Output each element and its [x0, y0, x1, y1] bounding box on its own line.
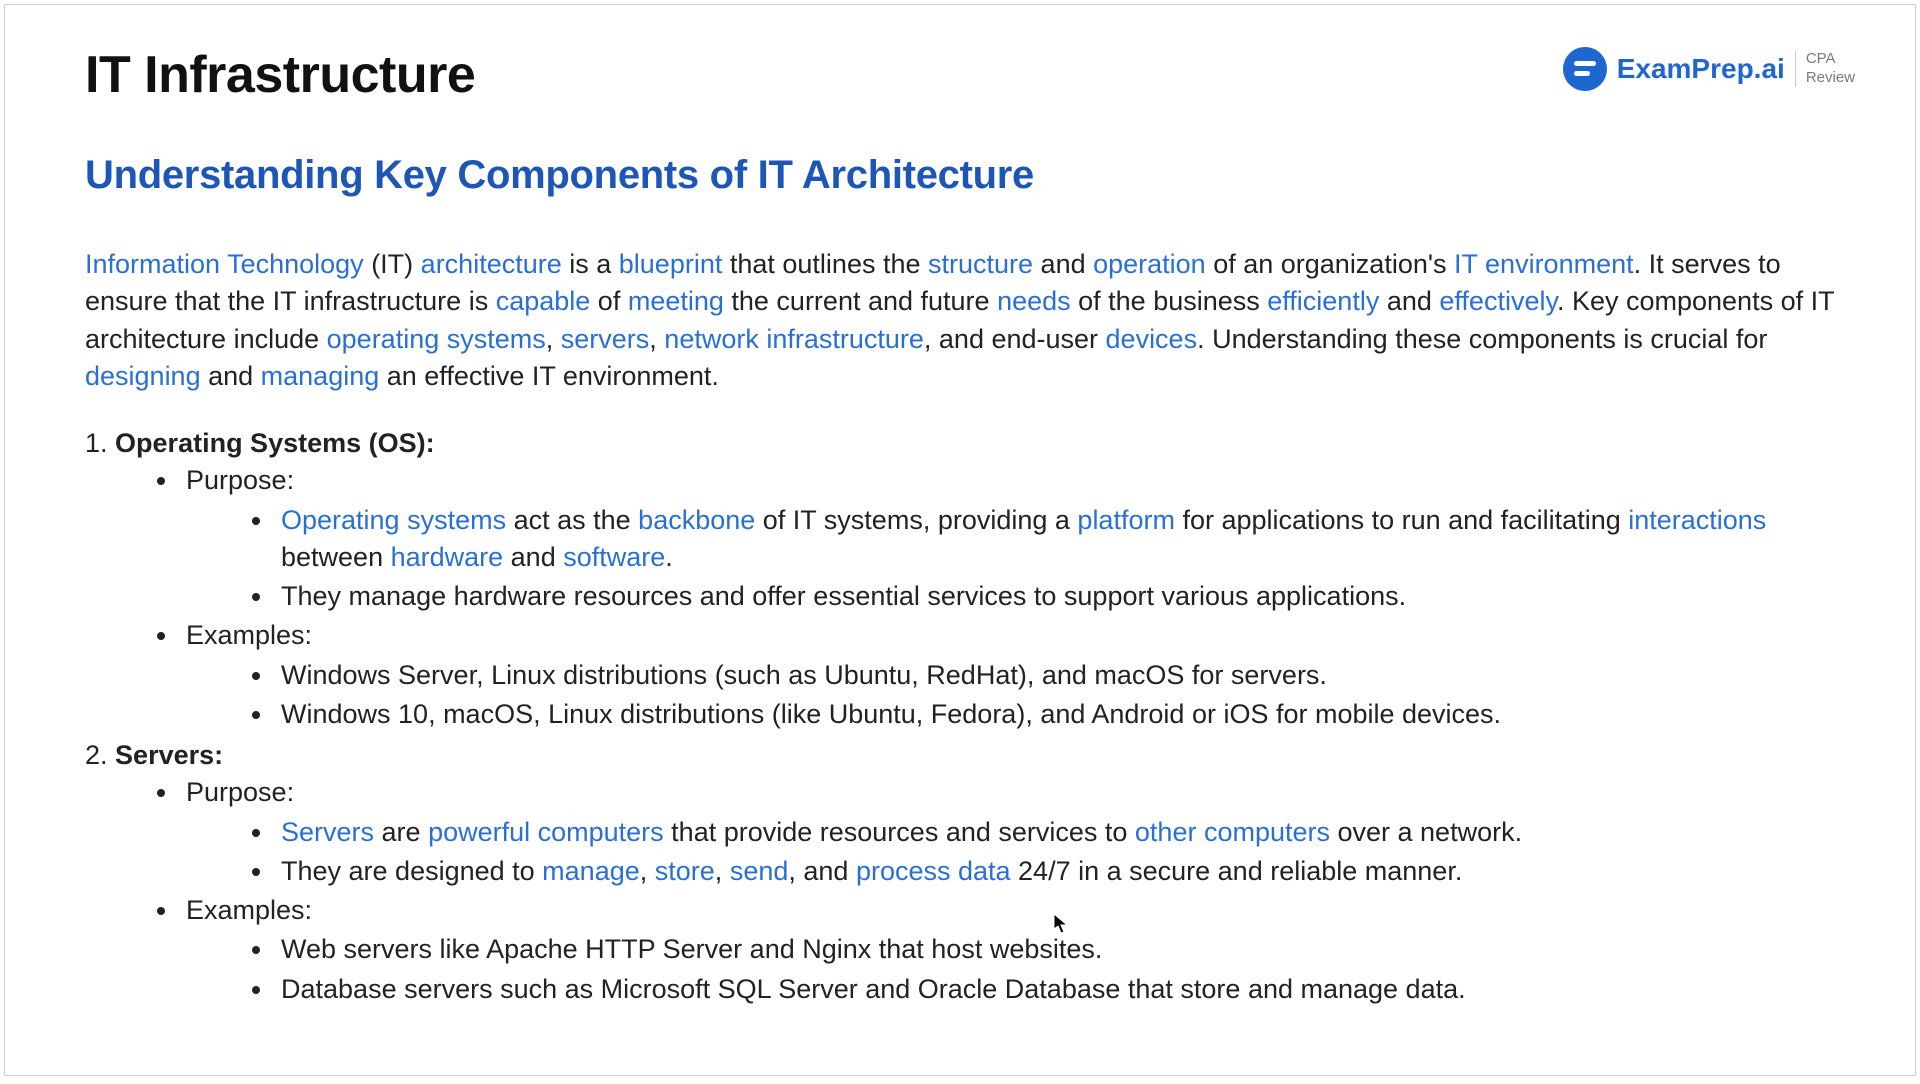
- logo-divider: [1795, 51, 1796, 87]
- body-text: and: [201, 361, 261, 391]
- item-list: Web servers like Apache HTTP Server and …: [275, 931, 1835, 1008]
- section-subtitle: Understanding Key Components of IT Archi…: [85, 153, 1835, 198]
- section-item: Servers:Purpose:Servers are powerful com…: [85, 737, 1835, 1008]
- highlight-term: manage: [542, 856, 640, 886]
- highlight-term: network infrastructure: [664, 324, 924, 354]
- body-text: Windows Server, Linux distributions (suc…: [281, 660, 1327, 690]
- highlight-term: other computers: [1135, 817, 1330, 847]
- body-text: . Understanding these components is cruc…: [1197, 324, 1767, 354]
- highlight-term: meeting: [628, 286, 724, 316]
- highlight-term: blueprint: [619, 249, 723, 279]
- list-item: Servers are powerful computers that prov…: [275, 814, 1835, 851]
- highlight-term: powerful computers: [428, 817, 664, 847]
- body-text: , and: [788, 856, 856, 886]
- highlight-term: operation: [1093, 249, 1206, 279]
- list-item: Windows Server, Linux distributions (suc…: [275, 657, 1835, 694]
- body-text: ,: [546, 324, 561, 354]
- body-text: ,: [649, 324, 664, 354]
- body-text: ,: [715, 856, 730, 886]
- body-text: of IT systems, providing a: [755, 505, 1077, 535]
- group-list: Purpose:: [180, 462, 1835, 499]
- body-text: They are designed to: [281, 856, 542, 886]
- brand-logo-icon: [1563, 47, 1607, 91]
- highlight-term: devices: [1106, 324, 1198, 354]
- highlight-term: servers: [561, 324, 650, 354]
- body-text: between: [281, 542, 391, 572]
- body-text: ,: [640, 856, 655, 886]
- body-text: and: [503, 542, 563, 572]
- highlight-term: Servers: [281, 817, 374, 847]
- content-sections: Operating Systems (OS):Purpose:Operating…: [85, 425, 1835, 1008]
- body-text: of an organization's: [1206, 249, 1454, 279]
- body-text: are: [374, 817, 428, 847]
- brand-sub-line2: Review: [1806, 69, 1855, 88]
- list-item: Windows 10, macOS, Linux distributions (…: [275, 696, 1835, 733]
- list-item: They are designed to manage, store, send…: [275, 853, 1835, 890]
- highlight-term: designing: [85, 361, 201, 391]
- body-text: for applications to run and facilitating: [1175, 505, 1628, 535]
- group-label: Examples:: [180, 892, 1835, 929]
- highlight-term: architecture: [421, 249, 562, 279]
- body-text: , and end-user: [924, 324, 1106, 354]
- list-item: They manage hardware resources and offer…: [275, 578, 1835, 615]
- brand-sub-line1: CPA: [1806, 50, 1855, 69]
- body-text: 24/7 in a secure and reliable manner.: [1011, 856, 1463, 886]
- body-text: the current and future: [724, 286, 997, 316]
- body-text: of the business: [1071, 286, 1268, 316]
- brand-name: ExamPrep.ai: [1617, 53, 1785, 85]
- group-list: Examples:: [180, 617, 1835, 654]
- body-text: and: [1033, 249, 1093, 279]
- highlight-term: process data: [856, 856, 1011, 886]
- highlight-term: needs: [997, 286, 1071, 316]
- body-text: that provide resources and services to: [664, 817, 1135, 847]
- body-text: (IT): [364, 249, 421, 279]
- list-item: Web servers like Apache HTTP Server and …: [275, 931, 1835, 968]
- body-text: that outlines the: [722, 249, 928, 279]
- highlight-term: hardware: [391, 542, 504, 572]
- body-text: of: [590, 286, 628, 316]
- highlight-term: structure: [928, 249, 1033, 279]
- highlight-term: backbone: [638, 505, 755, 535]
- body-text: Windows 10, macOS, Linux distributions (…: [281, 699, 1501, 729]
- section-heading: Operating Systems (OS):: [85, 428, 435, 458]
- body-text: Web servers like Apache HTTP Server and …: [281, 934, 1102, 964]
- item-list: Windows Server, Linux distributions (suc…: [275, 657, 1835, 734]
- highlight-term: managing: [261, 361, 380, 391]
- body-text: act as the: [506, 505, 638, 535]
- section-heading: Servers:: [85, 740, 223, 770]
- group-label: Examples:: [180, 617, 1835, 654]
- group-list: Purpose:: [180, 774, 1835, 811]
- body-text: .: [665, 542, 673, 572]
- body-text: an effective IT environment.: [379, 361, 719, 391]
- brand-subtitle: CPA Review: [1806, 50, 1855, 88]
- group-label: Purpose:: [180, 462, 1835, 499]
- highlight-term: send: [730, 856, 789, 886]
- highlight-term: Information Technology: [85, 249, 364, 279]
- highlight-term: IT environment: [1454, 249, 1634, 279]
- highlight-term: Operating systems: [281, 505, 506, 535]
- body-text: is a: [562, 249, 619, 279]
- highlight-term: interactions: [1628, 505, 1766, 535]
- intro-paragraph: Information Technology (IT) architecture…: [85, 246, 1835, 395]
- section-item: Operating Systems (OS):Purpose:Operating…: [85, 425, 1835, 733]
- highlight-term: store: [655, 856, 715, 886]
- body-text: over a network.: [1330, 817, 1522, 847]
- body-text: They manage hardware resources and offer…: [281, 581, 1406, 611]
- body-text: and: [1379, 286, 1439, 316]
- slide-page: ExamPrep.ai CPA Review IT Infrastructure…: [4, 4, 1916, 1076]
- brand-logo-block: ExamPrep.ai CPA Review: [1563, 47, 1855, 91]
- highlight-term: effectively: [1439, 286, 1557, 316]
- item-list: Servers are powerful computers that prov…: [275, 814, 1835, 891]
- highlight-term: efficiently: [1267, 286, 1379, 316]
- group-list: Examples:: [180, 892, 1835, 929]
- list-item: Operating systems act as the backbone of…: [275, 502, 1835, 577]
- highlight-term: operating systems: [327, 324, 546, 354]
- highlight-term: platform: [1077, 505, 1175, 535]
- highlight-term: capable: [496, 286, 591, 316]
- highlight-term: software: [563, 542, 665, 572]
- item-list: Operating systems act as the backbone of…: [275, 502, 1835, 616]
- list-item: Database servers such as Microsoft SQL S…: [275, 971, 1835, 1008]
- group-label: Purpose:: [180, 774, 1835, 811]
- body-text: Database servers such as Microsoft SQL S…: [281, 974, 1466, 1004]
